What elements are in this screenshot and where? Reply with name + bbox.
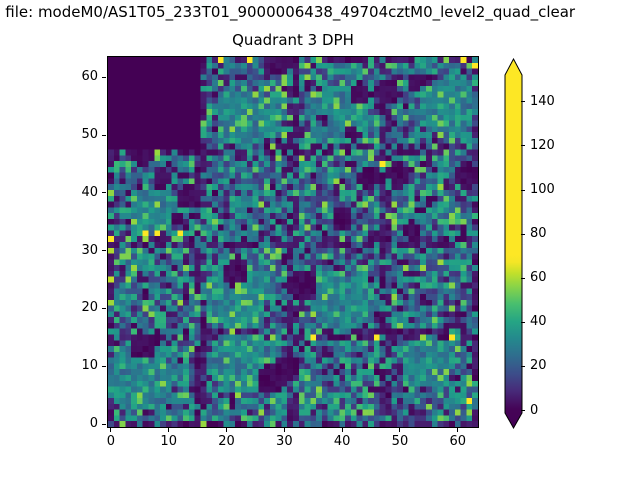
x-tick-mark bbox=[341, 428, 343, 432]
x-tick-label: 30 bbox=[276, 434, 293, 449]
y-tick-label: 40 bbox=[81, 184, 98, 200]
y-tick-label: 30 bbox=[81, 242, 98, 258]
y-tick-mark bbox=[102, 76, 106, 78]
colorbar-tick-label: 60 bbox=[530, 270, 547, 286]
x-tick-mark bbox=[457, 428, 459, 432]
colorbar bbox=[504, 58, 523, 430]
y-tick-mark bbox=[102, 250, 106, 252]
colorbar-tick-mark bbox=[521, 365, 525, 367]
colorbar-tick-mark bbox=[521, 189, 525, 191]
x-tick-mark bbox=[226, 428, 228, 432]
x-tick-mark bbox=[168, 428, 170, 432]
y-tick-mark bbox=[102, 365, 106, 367]
colorbar-tick-label: 80 bbox=[530, 226, 547, 242]
x-tick-label: 50 bbox=[391, 434, 409, 449]
colorbar-tick-mark bbox=[521, 410, 525, 411]
heatmap-image bbox=[108, 57, 478, 427]
y-tick-mark bbox=[102, 423, 106, 425]
x-tick-mark bbox=[283, 428, 285, 432]
x-tick-label: 10 bbox=[160, 434, 177, 449]
colorbar-tick-label: 20 bbox=[530, 358, 547, 374]
y-tick-label: 60 bbox=[81, 69, 98, 85]
y-tick-label: 50 bbox=[81, 127, 98, 143]
colorbar-extended-bar bbox=[504, 58, 523, 430]
figure-suptitle: n file: modeM0/AS1T05_233T01_9000006438_… bbox=[0, 3, 576, 21]
x-tick-mark bbox=[399, 428, 401, 432]
y-tick-label: 20 bbox=[81, 300, 98, 316]
x-tick-label: 40 bbox=[333, 434, 351, 449]
y-tick-mark bbox=[102, 134, 106, 136]
x-tick-mark bbox=[110, 428, 112, 432]
colorbar-tick-label: 40 bbox=[530, 314, 547, 330]
colorbar-tick-label: 120 bbox=[530, 137, 555, 153]
axes-title: Quadrant 3 DPH bbox=[232, 31, 354, 49]
colorbar-tick-mark bbox=[521, 277, 525, 279]
colorbar-tick-mark bbox=[521, 101, 525, 103]
y-tick-label: 0 bbox=[89, 416, 98, 432]
x-tick-label: 0 bbox=[106, 434, 116, 449]
x-tick-label: 60 bbox=[449, 434, 467, 449]
colorbar-tick-mark bbox=[521, 233, 525, 235]
colorbar-tick-label: 100 bbox=[530, 182, 555, 198]
heatmap-axes bbox=[107, 56, 479, 428]
colorbar-tick-label: 140 bbox=[530, 93, 555, 109]
x-tick-label: 20 bbox=[218, 434, 235, 449]
y-tick-mark bbox=[102, 192, 106, 194]
y-tick-mark bbox=[102, 307, 106, 309]
colorbar-tick-mark bbox=[521, 145, 525, 147]
colorbar-tick-label: 0 bbox=[530, 402, 539, 418]
y-tick-label: 10 bbox=[81, 358, 98, 374]
colorbar-tick-mark bbox=[521, 321, 525, 323]
